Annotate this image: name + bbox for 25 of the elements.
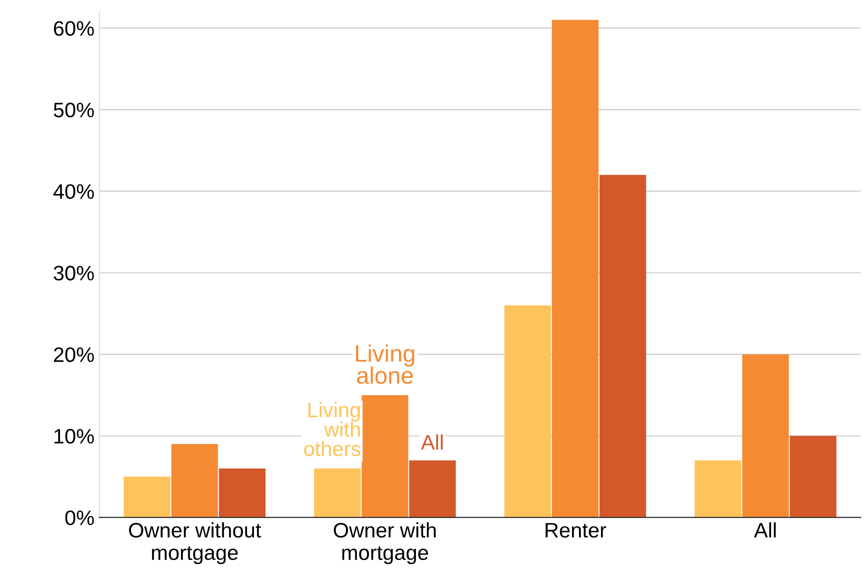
bar	[552, 20, 599, 518]
x-tick-label: Owner with mortgage	[334, 522, 436, 564]
y-tick-label: 40%	[53, 184, 94, 199]
bar	[599, 174, 646, 518]
y-tick-label: 20%	[54, 347, 94, 362]
bar	[409, 460, 456, 518]
bar	[314, 468, 361, 518]
y-tick-label: 0%	[65, 510, 94, 526]
bar	[694, 460, 742, 518]
bar	[171, 444, 218, 518]
x-tick-label: Owner without mortgage	[129, 522, 262, 564]
x-tick-label: Renter	[546, 523, 606, 538]
series-label: Living with others	[304, 402, 360, 456]
y-tick-label: 50%	[54, 102, 94, 118]
y-tick-label: 60%	[54, 21, 94, 36]
series-label: All	[420, 434, 443, 450]
x-tick-label: All	[754, 522, 776, 538]
bar	[124, 476, 170, 518]
bar	[504, 305, 551, 518]
y-tick-label: 30%	[54, 266, 94, 281]
bar	[742, 354, 789, 518]
y-tick-label: 10%	[54, 428, 94, 444]
bar	[790, 436, 836, 518]
bar	[218, 468, 266, 518]
series-label: Living alone	[356, 344, 414, 384]
